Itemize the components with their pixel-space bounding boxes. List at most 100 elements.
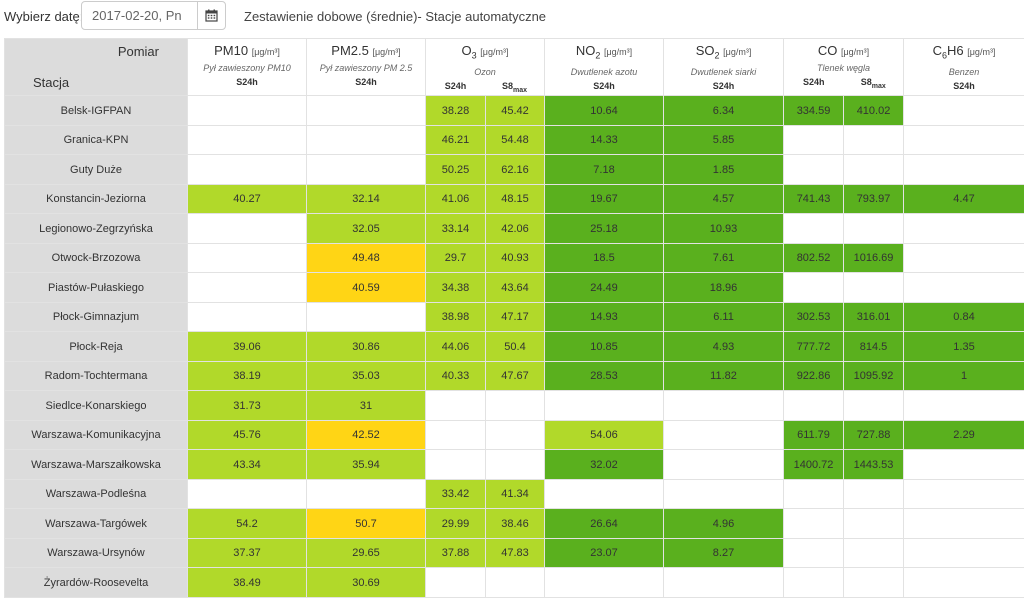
measurement-cell xyxy=(784,568,844,598)
averaging-label: S8 xyxy=(502,81,513,91)
measurement-cell: 47.83 xyxy=(486,538,545,568)
measurement-cell: 24.49 xyxy=(545,273,664,303)
averaging-subscript: max xyxy=(872,83,886,90)
station-name: Radom-Tochtermana xyxy=(5,361,188,391)
station-name: Granica-KPN xyxy=(5,125,188,155)
measurement-cell: 1400.72 xyxy=(784,450,844,480)
measurement-cell: 29.99 xyxy=(426,509,486,539)
measurement-cell: 29.65 xyxy=(307,538,426,568)
measurement-cell xyxy=(545,391,664,421)
measurement-cell: 10.93 xyxy=(664,214,784,244)
measurement-cell xyxy=(844,509,904,539)
station-name: Warszawa-Komunikacyjna xyxy=(5,420,188,450)
measurement-cell xyxy=(784,155,844,185)
pollutant-tail: H6 xyxy=(947,43,964,58)
averaging-label: S24h xyxy=(445,81,467,91)
date-input[interactable] xyxy=(82,2,200,29)
measurement-cell xyxy=(844,538,904,568)
measurement-cell: 49.48 xyxy=(307,243,426,273)
measurement-cell: 1016.69 xyxy=(844,243,904,273)
measurement-cell: 35.03 xyxy=(307,361,426,391)
measurement-cell xyxy=(904,273,1024,303)
measurement-cell: 1 xyxy=(904,361,1024,391)
measurement-cell xyxy=(307,155,426,185)
toolbar: Wybierz datę: Zestawienie dobowe (średni… xyxy=(0,0,1024,36)
measurement-cell xyxy=(904,509,1024,539)
station-name: Żyrardów-Roosevelta xyxy=(5,568,188,598)
measurement-cell: 38.46 xyxy=(486,509,545,539)
measurement-cell xyxy=(188,243,307,273)
pollutant-name: C6H6 [μg/m³] xyxy=(904,44,1024,63)
measurement-cell: 6.11 xyxy=(664,302,784,332)
measurement-cell: 43.34 xyxy=(188,450,307,480)
measurement-cell: 42.52 xyxy=(307,420,426,450)
measurement-cell xyxy=(664,479,784,509)
measurement-cell: 47.17 xyxy=(486,302,545,332)
measurement-cell: 42.06 xyxy=(486,214,545,244)
measurement-cell xyxy=(844,155,904,185)
measurement-cell: 40.93 xyxy=(486,243,545,273)
date-picker[interactable] xyxy=(81,1,226,30)
station-name: Belsk-IGFPAN xyxy=(5,96,188,126)
averaging-label: S24h xyxy=(953,81,975,91)
measurement-cell: 43.64 xyxy=(486,273,545,303)
pollutant-name: NO2 [μg/m³] xyxy=(545,44,663,63)
measurement-cell: 7.18 xyxy=(545,155,664,185)
measurement-cell: 48.15 xyxy=(486,184,545,214)
measurement-cell: 30.69 xyxy=(307,568,426,598)
pollutant-name: O3 [μg/m³] xyxy=(426,44,544,63)
stations-table: Pomiar Stacja PM10 [μg/m³]Pył zawieszony… xyxy=(4,38,1024,598)
measurement-cell xyxy=(426,568,486,598)
measurement-cell: 18.5 xyxy=(545,243,664,273)
averaging-period: S24h xyxy=(904,81,1024,91)
measurement-cell xyxy=(844,273,904,303)
pollutant-symbol: SO xyxy=(696,43,715,58)
measurement-cell: 38.28 xyxy=(426,96,486,126)
measurement-cell xyxy=(188,155,307,185)
pollutant-unit: [μg/m³] xyxy=(841,47,869,57)
measurement-cell: 45.42 xyxy=(486,96,545,126)
measurement-cell xyxy=(486,391,545,421)
corner-header: Pomiar Stacja xyxy=(5,39,188,96)
pollutant-unit: [μg/m³] xyxy=(723,47,751,57)
measurement-cell: 1.35 xyxy=(904,332,1024,362)
measurement-cell: 62.16 xyxy=(486,155,545,185)
measurement-cell: 38.19 xyxy=(188,361,307,391)
date-label: Wybierz datę: xyxy=(4,9,83,24)
station-name: Warszawa-Podleśna xyxy=(5,479,188,509)
pollutant-symbol: PM2.5 xyxy=(331,43,369,58)
measurement-cell xyxy=(904,96,1024,126)
measurement-cell xyxy=(188,273,307,303)
measurement-cell xyxy=(307,96,426,126)
pollutant-symbol: NO xyxy=(576,43,596,58)
calendar-button[interactable] xyxy=(197,2,225,29)
measurement-cell: 1095.92 xyxy=(844,361,904,391)
measurement-cell: 50.4 xyxy=(486,332,545,362)
measurement-cell: 802.52 xyxy=(784,243,844,273)
station-name: Warszawa-Ursynów xyxy=(5,538,188,568)
measurement-cell: 410.02 xyxy=(844,96,904,126)
pollutant-description: Pył zawieszony PM10 xyxy=(188,63,306,73)
measurement-cell: 41.34 xyxy=(486,479,545,509)
averaging-period: S24h xyxy=(545,81,663,91)
averaging-period: S24h xyxy=(784,77,844,92)
pollutant-description: Ozon xyxy=(426,67,544,77)
pollutant-description: Pył zawieszony PM 2.5 xyxy=(307,63,425,73)
measurement-cell: 45.76 xyxy=(188,420,307,450)
measurement-cell xyxy=(664,420,784,450)
measurement-cell: 4.47 xyxy=(904,184,1024,214)
station-name: Warszawa-Targówek xyxy=(5,509,188,539)
measurement-cell: 40.59 xyxy=(307,273,426,303)
